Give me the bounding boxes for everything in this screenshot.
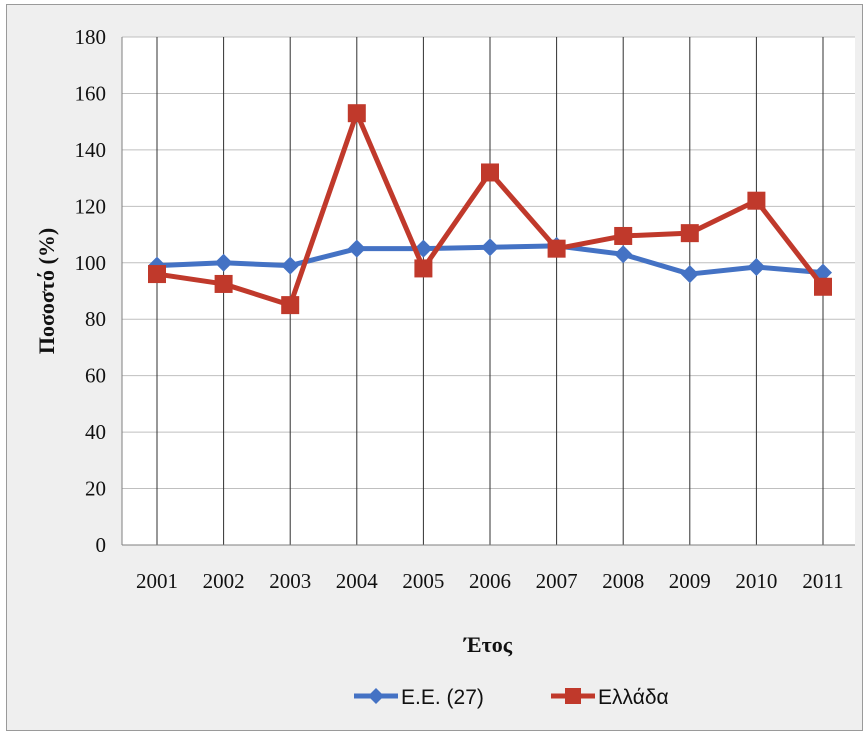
data-point [347,104,366,123]
x-tick-label: 2009 [669,569,711,593]
legend-item-greece: Ελλάδα [551,686,669,709]
y-tick-labels: 0 20 40 60 80 100 120 140 160 180 [75,25,107,557]
legend-greece-label: Ελλάδα [598,686,669,709]
legend: E.E. (27) Ελλάδα [354,686,669,709]
data-point [281,296,300,315]
x-tick-label: 2005 [402,569,444,593]
x-tick-label: 2007 [536,569,578,593]
data-point [614,226,633,245]
series [148,104,832,315]
y-tick-label: 120 [75,194,107,218]
data-point [814,277,832,296]
x-tick-label: 2011 [802,569,843,593]
x-axis-title: Έτος [463,632,513,657]
data-point [214,253,233,272]
y-tick-label: 0 [96,533,107,557]
x-tick-label: 2006 [469,569,511,593]
y-tick-label: 100 [75,251,107,275]
legend-eu-marker [368,688,384,704]
legend-eu-label: E.E. (27) [401,686,484,709]
axes [121,37,855,546]
x-tick-label: 2010 [735,569,777,593]
data-point [281,256,300,275]
data-point [614,245,633,264]
grid-lines [122,36,855,545]
y-tick-label: 140 [75,138,107,162]
data-point [680,265,699,284]
data-point [547,239,566,258]
data-point [148,265,166,284]
x-tick-label: 2003 [269,569,311,593]
data-point [347,239,366,258]
y-tick-label: 20 [85,477,106,501]
x-tick-labels: 2001 2002 2003 2004 2005 2006 2007 2008 2009 2010… [136,569,844,593]
data-point [481,238,499,257]
y-tick-label: 180 [75,25,107,49]
legend-greece-marker [565,688,581,704]
x-tick-label: 2008 [602,569,644,593]
y-axis-title: Ποσοστό (%) [34,228,59,354]
series-1 [148,104,832,315]
data-point [680,224,699,243]
y-tick-label: 40 [85,420,106,444]
y-tick-label: 60 [85,364,106,388]
y-tick-label: 160 [75,81,107,105]
data-point [414,259,433,278]
data-point [214,274,233,293]
data-point [747,258,766,277]
x-tick-label: 2002 [203,569,245,593]
x-tick-label: 2004 [336,569,379,593]
legend-item-eu: E.E. (27) [354,686,484,709]
data-point [747,191,766,210]
x-tick-label: 2001 [136,569,178,593]
data-point [481,163,499,182]
y-tick-label: 80 [85,307,106,331]
